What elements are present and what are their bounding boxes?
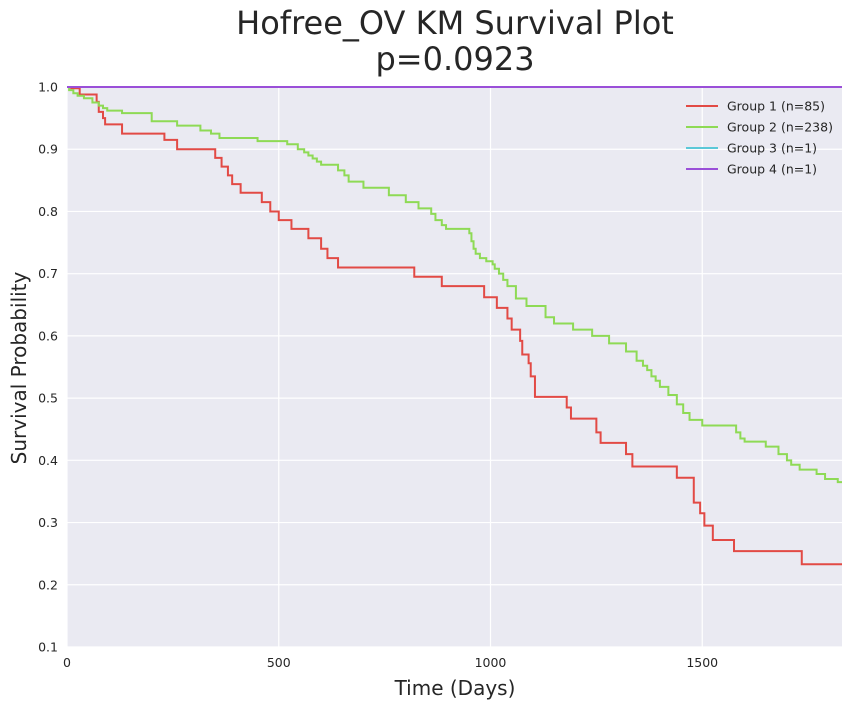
chart-title: Hofree_OV KM Survival Plot	[236, 4, 674, 42]
series-layer	[67, 86, 842, 566]
grid-layer	[66, 86, 842, 648]
y-tick-label: 0.6	[38, 328, 58, 343]
y-tick-label: 0.8	[38, 204, 58, 219]
x-tick-label: 1500	[686, 655, 718, 670]
plot-area	[67, 87, 842, 647]
chart-subtitle: p=0.0923	[375, 40, 534, 78]
legend-label: Group 4 (n=1)	[727, 162, 817, 177]
y-tick-label: 1.0	[38, 80, 58, 95]
tick-layer: 0.1 0.2 0.3 0.4 0.5 0.6 0.7 0.8 0.9 1.0 0 500 1000 15…	[38, 80, 718, 671]
series-line-group-2	[67, 86, 842, 484]
legend: Group 1 (n=85) Group 2 (n=238) Group 3 (n=…	[686, 99, 833, 177]
y-tick-label: 0.5	[38, 391, 58, 406]
y-tick-label: 0.3	[38, 515, 58, 530]
x-axis-label: Time (Days)	[394, 676, 516, 700]
series-line-group-1	[67, 86, 842, 566]
x-tick-label: 500	[267, 655, 291, 670]
x-tick-label: 0	[63, 655, 71, 670]
legend-label: Group 2 (n=238)	[727, 120, 833, 135]
x-tick-label: 1000	[475, 655, 507, 670]
y-axis-label: Survival Probability	[7, 271, 31, 464]
y-tick-label: 0.9	[38, 142, 58, 157]
legend-label: Group 3 (n=1)	[727, 141, 817, 156]
y-tick-label: 0.7	[38, 266, 58, 281]
y-tick-label: 0.4	[38, 453, 58, 468]
legend-label: Group 1 (n=85)	[727, 99, 825, 114]
y-tick-label: 0.1	[38, 640, 58, 655]
y-tick-label: 0.2	[38, 577, 58, 592]
